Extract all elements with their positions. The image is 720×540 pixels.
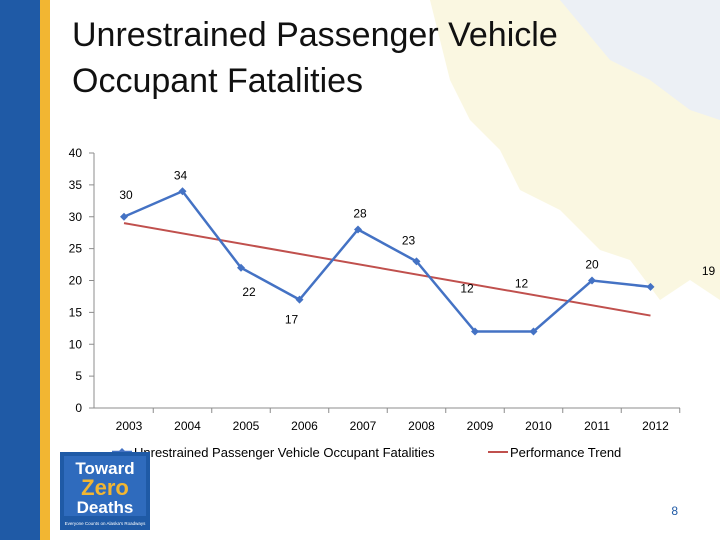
left-accent-stripe	[40, 0, 50, 540]
y-tick-label: 0	[75, 401, 82, 415]
y-tick-label: 35	[69, 178, 83, 192]
y-tick-label: 30	[69, 210, 83, 224]
title-line-2: Occupant Fatalities	[72, 62, 364, 100]
x-tick-label: 2010	[525, 419, 552, 433]
logo-line-2: Zero	[81, 475, 129, 500]
data-label: 20	[585, 258, 599, 272]
data-point-marker	[295, 295, 304, 304]
y-tick-label: 15	[69, 305, 83, 319]
data-point-marker	[354, 225, 362, 234]
data-label: 34	[174, 168, 188, 182]
toward-zero-deaths-logo: Toward Zero Deaths Everyone Counts on Al…	[60, 452, 150, 530]
x-tick-label: 2007	[350, 419, 377, 433]
x-tick-label: 2005	[233, 419, 260, 433]
y-tick-label: 20	[69, 274, 83, 288]
data-label: 17	[285, 313, 299, 327]
logo-line-3: Deaths	[77, 498, 134, 517]
data-point-marker	[471, 327, 479, 336]
legend-series-label: Unrestrained Passenger Vehicle Occupant …	[134, 445, 435, 460]
data-point-marker	[529, 327, 538, 336]
data-point-marker	[646, 282, 655, 291]
logo-line-1: Toward	[75, 459, 134, 478]
data-point-marker	[237, 263, 245, 272]
page-number: 8	[671, 504, 678, 518]
series-line	[123, 189, 651, 333]
data-label: 12	[515, 277, 529, 291]
logo-tagline: Everyone Counts on Alaska's Roadways	[65, 521, 146, 526]
data-point-marker	[178, 187, 187, 196]
x-tick-label: 2012	[642, 419, 669, 433]
x-tick-label: 2008	[408, 419, 435, 433]
x-tick-label: 2006	[291, 419, 318, 433]
data-point-marker	[120, 212, 128, 221]
data-point-marker	[588, 276, 596, 285]
data-label: 30	[119, 188, 133, 202]
data-label: 28	[353, 207, 367, 221]
x-tick-label: 2003	[116, 419, 143, 433]
y-tick-label: 5	[75, 369, 82, 383]
y-tick-label: 25	[69, 242, 83, 256]
y-tick-label: 10	[69, 337, 83, 351]
data-label: 22	[242, 285, 256, 299]
x-tick-label: 2004	[174, 419, 201, 433]
title-line-1: Unrestrained Passenger Vehicle	[72, 16, 558, 54]
data-point-marker	[412, 257, 421, 266]
data-label: 19	[702, 264, 716, 278]
slide-title: Unrestrained Passenger Vehicle Occupant …	[72, 12, 672, 104]
y-tick-label: 40	[69, 146, 83, 160]
data-label: 12	[460, 282, 474, 296]
legend-trend-label: Performance Trend	[510, 445, 621, 460]
left-accent-bar	[0, 0, 40, 540]
x-tick-label: 2009	[467, 419, 494, 433]
x-tick-label: 2011	[584, 419, 610, 433]
data-label: 23	[402, 233, 416, 247]
trend-line	[123, 222, 651, 317]
